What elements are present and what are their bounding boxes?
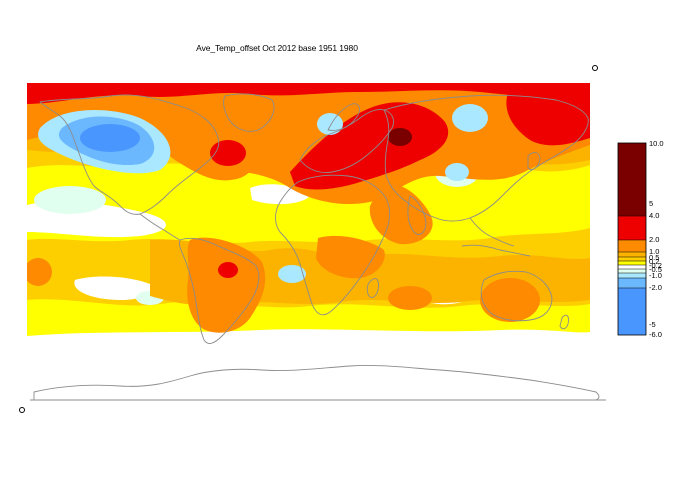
legend-swatch-4 [618, 216, 646, 240]
orange-patch-indian-ocean [388, 286, 432, 310]
legend-label-5: 5 [649, 199, 654, 208]
red-zone-eurasia [290, 102, 449, 190]
corner-marker-bottom-left [19, 407, 25, 413]
legend-label-10: 10.0 [649, 139, 664, 148]
coastline-new-zealand [559, 314, 569, 330]
legend-label-2: 2.0 [649, 235, 660, 244]
coastline-central-america [139, 213, 181, 241]
orange-patch-australia [480, 278, 540, 322]
coastline-antarctica [33, 365, 600, 401]
coastline-greenland [223, 93, 275, 132]
red-zone-siberia [506, 85, 590, 146]
coastline-southeast-asia [469, 217, 515, 247]
legend-swatch-neutral [618, 265, 646, 269]
legend-label-0-5: 0.5 [649, 253, 660, 262]
red-patch-south-america [218, 262, 238, 278]
coastline-india [407, 195, 427, 235]
cyan-patch-arctic-asia [452, 104, 488, 132]
legend-label-neg-1: -1.0 [649, 271, 662, 280]
legend-label-neg-0-5: -0.5 [649, 265, 662, 274]
coastline-scandinavia [327, 103, 360, 131]
coastline-japan [527, 152, 541, 171]
cyan-patch-atlantic [278, 265, 306, 283]
coastline-europe [299, 109, 395, 173]
deep-red-core-europe [388, 128, 412, 146]
map-title: Ave_Temp_offset Oct 2012 base 1951 1980 [196, 43, 358, 53]
coastlines [33, 93, 600, 401]
pale-cyan-patch-west [34, 186, 106, 214]
legend-label-1: 1.0 [649, 247, 660, 256]
corner-marker-top-right [592, 65, 598, 71]
legend-swatch-1 [618, 252, 646, 257]
orange-zone-asia [369, 184, 433, 245]
red-patch-north-america [210, 140, 246, 166]
legend-colorbar [617, 142, 647, 336]
legend-swatch-neg-0-2 [618, 269, 646, 273]
legend-swatch-neg-2 [618, 288, 646, 335]
legend-label-neg-0-2: -0.2 [649, 261, 662, 270]
coastline-africa [275, 174, 391, 316]
white-zone-pacific [74, 276, 154, 300]
legend-swatch-2 [618, 240, 646, 252]
coastline-south-america [179, 237, 260, 344]
legend-swatch-neg-1 [618, 278, 646, 288]
blue-core-north-america [80, 124, 140, 152]
legend-label-neg-6: -6.0 [649, 330, 662, 339]
legend-label-neg-2: -2.0 [649, 283, 662, 292]
legend-frame [617, 142, 647, 336]
legend-swatch-5 [618, 203, 646, 216]
coastline-madagascar [366, 278, 379, 298]
legend-swatch-0-2 [618, 261, 646, 265]
orange-zone-africa [316, 235, 385, 279]
legend-swatch-neg-0-5 [618, 273, 646, 278]
orange-patch-pacific [27, 258, 52, 286]
legend-label-4: 4.0 [649, 211, 660, 220]
coastline-north-america [39, 94, 220, 215]
white-zone-south [27, 329, 590, 345]
coastline-australia [480, 270, 553, 322]
legend-swatch-10 [618, 143, 646, 203]
legend-label-0-2: 0.2 [649, 257, 660, 266]
coastline-indonesia [461, 244, 531, 257]
anomaly-field [27, 83, 590, 345]
cyan-patch-asia [445, 163, 469, 181]
red-band-arctic [27, 83, 590, 104]
legend-swatch-0-5 [618, 257, 646, 261]
coastline-asia [383, 94, 589, 222]
legend-label-neg-5: -5 [649, 320, 656, 329]
cyan-patch-europe [317, 113, 343, 135]
